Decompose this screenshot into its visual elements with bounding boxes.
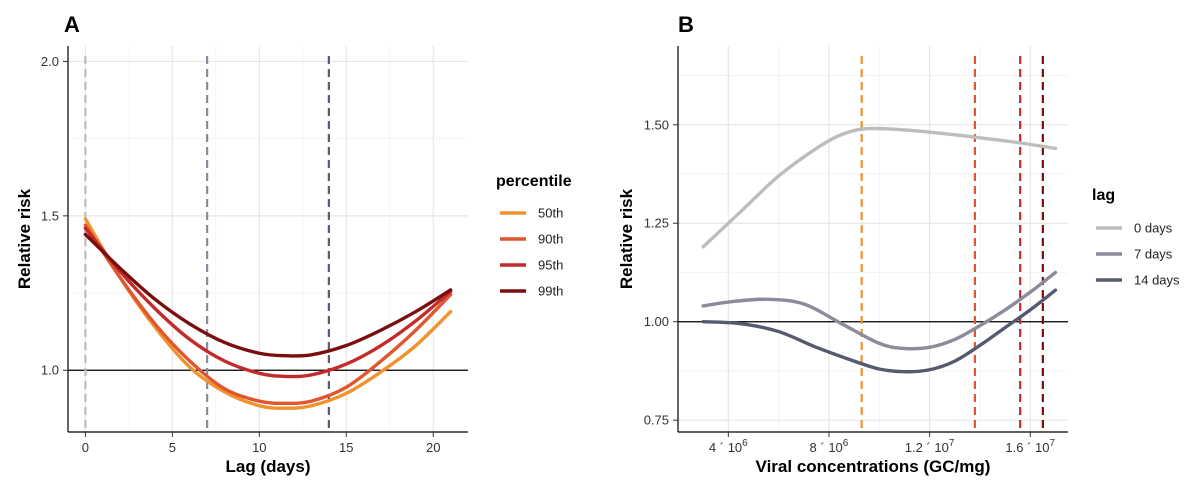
x-tick-label: 10 (252, 440, 266, 455)
y-axis-title: Relative risk (15, 188, 34, 289)
series-line-7-days (701, 270, 1058, 351)
panel-b: 4 ´ 106 8 ´ 106 1.2 ´ 107 1.6 ´ 107 0.75 1.00… (617, 12, 1180, 476)
x-tick-exponent: 7 (949, 438, 955, 449)
legend-label: 0 days (1134, 221, 1173, 236)
x-tick-label: 0 (82, 440, 89, 455)
x-axis-title: Viral concentrations (GC/mg) (756, 457, 991, 476)
legend-label: 14 days (1134, 273, 1180, 288)
series-line-95th (83, 226, 453, 379)
legend: percentile 50th 90th 95th 99th (496, 173, 572, 299)
series-line-14-days (701, 288, 1058, 374)
x-tick-exponent: 6 (742, 438, 748, 449)
series-line-99th (83, 232, 453, 358)
x-tick-label: 1.2 ´ 107 (905, 438, 955, 455)
x-tick-label: 15 (339, 440, 353, 455)
y-tick-label: 1.5 (41, 208, 59, 223)
legend-title: percentile (496, 173, 572, 190)
legend-label: 95th (538, 258, 563, 273)
y-axis-title: Relative risk (617, 188, 636, 289)
panel-tag: A (64, 12, 80, 37)
series-line-90th (83, 223, 453, 406)
x-tick-label: 5 (169, 440, 176, 455)
y-tick-label: 1.0 (41, 363, 59, 378)
y-tick-label: 2.0 (41, 54, 59, 69)
legend-title: lag (1092, 187, 1115, 204)
x-tick-label: 4 ´ 106 (709, 438, 748, 455)
y-tick-label: 1.00 (644, 314, 669, 329)
legend-label: 50th (538, 206, 563, 221)
y-tick-label: 0.75 (644, 413, 669, 428)
legend-label: 7 days (1134, 247, 1173, 262)
series-line-50th (83, 217, 453, 410)
panel-a: 0 5 10 15 20 1.0 1.5 2.0 A Lag (days) Relative ris… (15, 12, 572, 476)
y-tick-label: 1.25 (644, 216, 669, 231)
x-tick-label: 8 ´ 106 (810, 438, 849, 455)
y-tick-label: 1.50 (644, 117, 669, 132)
x-tick-exponent: 7 (1050, 438, 1056, 449)
panel-tag: B (678, 12, 694, 37)
legend: lag 0 days 7 days 14 days (1092, 187, 1180, 288)
x-tick-exponent: 6 (843, 438, 849, 449)
legend-label: 99th (538, 284, 563, 299)
x-tick-label: 20 (426, 440, 440, 455)
x-tick-label: 1.6 ´ 107 (1005, 438, 1055, 455)
legend-label: 90th (538, 232, 563, 247)
series-line-0-days (701, 126, 1058, 249)
x-axis-title: Lag (days) (225, 457, 310, 476)
